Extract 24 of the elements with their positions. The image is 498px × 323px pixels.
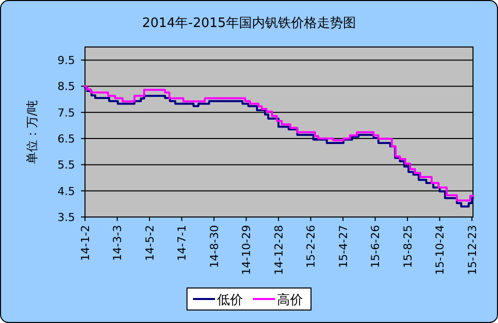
x-tick-label: 14-8-30 [208, 225, 221, 268]
y-tick-label: 6.5 [58, 132, 75, 146]
y-tick-label: 4.5 [58, 184, 75, 198]
x-tick-label: 15-4-27 [336, 225, 350, 268]
y-tick-label: 5.5 [58, 158, 75, 172]
legend-label: 低价 [217, 293, 243, 308]
x-tick-label: 15-10-24 [434, 225, 447, 275]
x-tick-label: 15-8-25 [401, 225, 414, 268]
x-tick-label: 14-7-1 [176, 225, 189, 261]
x-tick-label: 14-10-29 [240, 225, 254, 275]
y-tick-label: 7.5 [58, 106, 75, 120]
chart-title: 2014年-2015年国内钒铁价格走势图 [142, 16, 356, 31]
y-tick-label: 8.5 [58, 80, 75, 94]
x-tick-label: 15-2-26 [304, 225, 318, 268]
x-tick-label: 14-3-3 [111, 225, 124, 261]
y-axis-title: 单位：万/吨 [25, 100, 39, 164]
x-tick-label: 14-5-2 [143, 225, 156, 261]
legend-label: 高价 [277, 292, 303, 308]
y-tick-label: 9.5 [58, 54, 75, 68]
x-tick-label: 14-12-28 [272, 225, 286, 275]
x-tick-label: 15-6-26 [369, 225, 382, 268]
y-tick-label: 3.5 [58, 211, 75, 224]
x-tick-label: 14-1-2 [79, 225, 92, 261]
x-tick-label: 15-12-23 [466, 225, 479, 275]
